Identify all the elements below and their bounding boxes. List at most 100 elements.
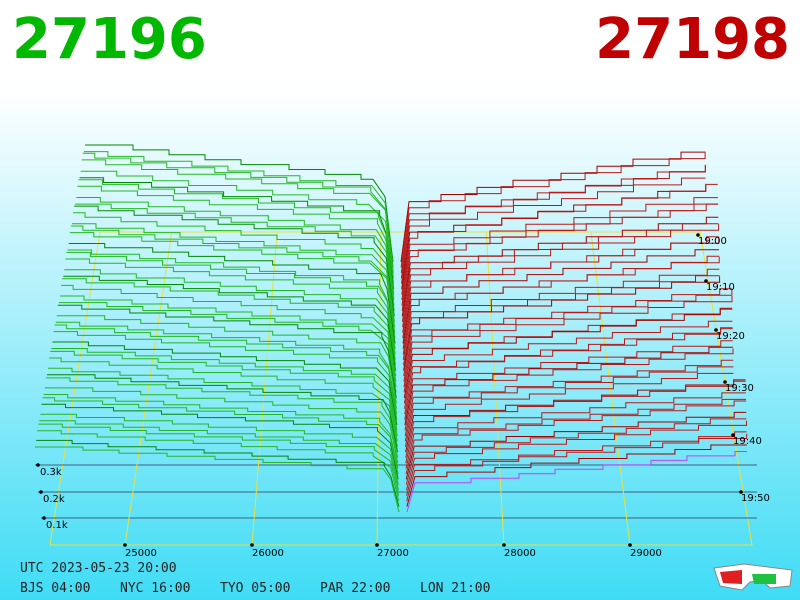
price-dot (250, 543, 254, 547)
time-label: 19:40 (733, 436, 762, 447)
ask-curve (404, 346, 733, 426)
time-dot (714, 328, 718, 332)
bid-curve (52, 341, 398, 426)
zone-time: NYC 16:00 (120, 581, 190, 596)
ask-curve (405, 398, 746, 469)
bid-curve (50, 350, 398, 436)
bid-curve (54, 324, 398, 415)
bid-curve (66, 251, 396, 355)
ask-curve (404, 340, 733, 420)
bid-curve (43, 394, 399, 469)
price-dot (502, 543, 506, 547)
bid-curve (60, 295, 397, 388)
ask-curve (404, 328, 733, 415)
zone-time: BJS 04:00 (20, 581, 90, 596)
bid-curve (63, 275, 397, 371)
bid-curve (39, 420, 399, 491)
depth-label: 0.2k (43, 494, 65, 505)
ask-curve (400, 165, 706, 273)
time-dot (696, 233, 700, 237)
ask-curve (405, 380, 746, 458)
bid-curve (81, 159, 394, 279)
price-dot (123, 543, 127, 547)
bid-curve (51, 348, 398, 431)
bid-curve (38, 423, 400, 496)
bid-curve (57, 304, 397, 398)
price-line (485, 231, 505, 546)
bid-curve (56, 315, 397, 404)
bid-curve (83, 151, 394, 268)
bid-curve (35, 446, 400, 513)
bid-curve (53, 331, 398, 420)
bid-curve (62, 278, 397, 377)
bid-curve (79, 177, 395, 290)
time-label: 19:20 (716, 331, 745, 342)
time-label: 19:30 (725, 383, 754, 394)
utc-time: UTC 2023-05-23 20:00 (20, 561, 177, 576)
depth-dot (39, 490, 43, 494)
ask-curve (402, 268, 720, 360)
bid-curve (80, 170, 394, 284)
price-label: 29000 (630, 548, 662, 559)
ask-curve (403, 320, 733, 404)
price-dot (628, 543, 632, 547)
ask-curve (403, 276, 721, 371)
price-label: 27000 (377, 548, 409, 559)
depth-curves (35, 144, 748, 513)
ask-curve (404, 366, 734, 442)
bid-curve (44, 387, 399, 464)
ask-curve (406, 451, 747, 513)
ask-curve (404, 359, 734, 437)
3d-glasses-icon[interactable] (713, 563, 793, 591)
ask-curve (402, 236, 720, 339)
depth-label: 0.1k (46, 520, 68, 531)
time-zones: BJS 04:00 NYC 16:00 TYO 05:00 PAR 22:00 LON … (20, 581, 490, 596)
ask-curve (406, 420, 747, 491)
time-label: 19:10 (706, 282, 735, 293)
price-label: 25000 (125, 548, 157, 559)
ask-curve (400, 151, 705, 263)
ask-curve (403, 308, 733, 398)
bid-curve (78, 179, 395, 295)
ask-curve (406, 444, 747, 507)
depth-label: 0.3k (40, 467, 62, 478)
bid-curve (48, 367, 398, 447)
ask-curve (404, 327, 733, 409)
bid-curve (75, 203, 395, 311)
bid-curve (40, 413, 399, 485)
bid-curve (65, 258, 396, 360)
time-label: 19:50 (741, 493, 770, 504)
ask-curve (404, 348, 734, 431)
ask-curve (402, 223, 720, 328)
ask-curve (401, 197, 718, 301)
ask-curve (400, 164, 706, 279)
bid-curve (41, 403, 399, 480)
bid-curve (47, 374, 399, 453)
bid-curve (55, 321, 397, 409)
bid-curve (85, 144, 394, 263)
price-label: 28000 (504, 548, 536, 559)
bid-curve (49, 357, 398, 442)
bid-curve (64, 269, 396, 366)
ask-curve (403, 289, 733, 382)
bid-curve (58, 302, 397, 393)
bid-curve (69, 232, 396, 339)
bid-curve (61, 284, 397, 382)
bid-curve (42, 397, 399, 475)
ask-price: 27198 (595, 7, 790, 72)
ask-curve (400, 151, 706, 268)
price-line (251, 231, 278, 546)
bid-curve (82, 152, 394, 273)
bid-curve (67, 249, 396, 350)
ask-curve (405, 411, 747, 480)
zone-time: PAR 22:00 (320, 581, 390, 596)
ask-curve (405, 418, 747, 485)
floor-edge (49, 231, 753, 546)
time-dot (723, 380, 727, 384)
ask-curve (406, 433, 748, 502)
ask-curve (405, 400, 747, 475)
price-line (376, 231, 382, 546)
bid-curve (74, 205, 395, 317)
ask-curve (401, 203, 719, 311)
time-dot (739, 490, 743, 494)
